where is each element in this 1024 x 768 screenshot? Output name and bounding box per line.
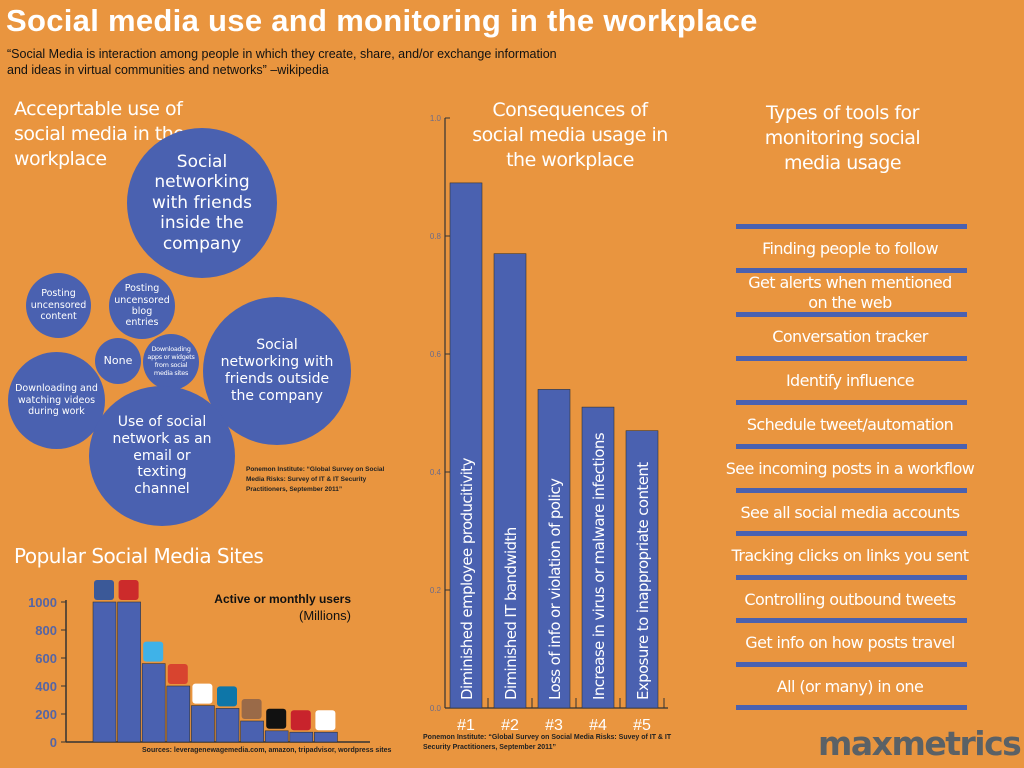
y-tick-label: 1.0 xyxy=(430,114,442,123)
y-tick-label: 0.8 xyxy=(430,232,442,241)
y-tick-label: 600 xyxy=(35,651,57,666)
bar-tripadvisor xyxy=(191,705,215,743)
pinterest-icon xyxy=(290,710,311,731)
x-category-label: #4 xyxy=(589,717,607,734)
popular-sites-heading: Popular Social Media Sites xyxy=(14,544,264,568)
google-plus-icon xyxy=(167,664,188,684)
tool-divider xyxy=(736,705,967,710)
bar-facebook xyxy=(92,601,117,743)
tool-item: Identify influence xyxy=(785,371,915,390)
wikipedia-quote: “Social Media is interaction among peopl… xyxy=(7,47,557,77)
tools-heading: Types of tools for monitoring social med… xyxy=(764,102,921,174)
tool-item: See incoming posts in a workflow xyxy=(725,459,975,478)
bar-label: Loss of info or violation of policy xyxy=(546,478,564,700)
bubble-email-texting: Use of social network as an email or tex… xyxy=(89,386,235,526)
tool-item: Tracking clicks on links you sent xyxy=(731,546,969,565)
bar-google-plus xyxy=(166,685,191,743)
tool-divider xyxy=(736,268,967,273)
y-tick-label: 800 xyxy=(35,623,57,638)
tool-divider xyxy=(736,662,967,667)
wordpress-icon xyxy=(315,710,336,731)
tool-item: Controlling outbound tweets xyxy=(744,589,956,609)
x-category-label: #1 xyxy=(457,717,475,734)
tool-divider xyxy=(736,531,967,536)
bar-amazon xyxy=(264,730,289,743)
bubble-blog-entries: Posting uncensored blog entries xyxy=(109,273,175,339)
acceptable-use-source: Ponemon Institute: “Global Survey on Soc… xyxy=(246,466,385,493)
bar-pinterest xyxy=(289,731,314,743)
bubble-friends-outside: Social networking with friends outside t… xyxy=(203,297,351,445)
tool-item: Finding people to follow xyxy=(762,239,938,258)
tool-item: See all social media accounts xyxy=(740,502,960,522)
y-tick-label: 0 xyxy=(50,735,57,750)
x-category-label: #2 xyxy=(501,717,519,734)
popular-sites-source: Sources: leveragenewagemedia.com, amazon… xyxy=(142,747,392,754)
linkedin-icon xyxy=(217,686,237,707)
bar-twitter xyxy=(141,663,166,743)
tool-divider xyxy=(736,444,967,449)
tool-item: All (or many) in one xyxy=(776,676,924,696)
users-unit: (Millions) xyxy=(299,608,351,623)
instagram-icon xyxy=(241,699,262,719)
page-title: Social media use and monitoring in the w… xyxy=(6,3,758,38)
consequences-heading: Consequences of social media usage in th… xyxy=(472,99,668,171)
bubble-none: None xyxy=(95,338,141,384)
bar-label: Diminished IT bandwidth xyxy=(502,527,520,700)
bar-2 xyxy=(493,253,527,709)
x-category-label: #5 xyxy=(633,717,651,734)
y-tick-label: 0.2 xyxy=(430,586,442,595)
y-tick-label: 1000 xyxy=(28,595,57,610)
y-tick-label: 0.4 xyxy=(430,468,442,477)
users-annotation: Active or monthly users xyxy=(214,592,351,606)
x-category-label: #3 xyxy=(545,717,563,734)
tool-item: Get info on how posts travel xyxy=(745,633,955,652)
maxmetrics-logo: maxmetrics xyxy=(818,724,1022,763)
consequences-chart: 0.0 0.2 0.4 0.6 0.8 1.0 Diminished employee pr… xyxy=(430,114,668,734)
tool-divider xyxy=(736,575,967,580)
tool-item: Schedule tweet/automation xyxy=(746,415,954,434)
bar-instagram xyxy=(240,720,264,743)
bar-linkedin xyxy=(215,708,240,743)
tool-divider xyxy=(736,356,967,361)
tool-divider xyxy=(736,400,967,405)
facebook-icon xyxy=(94,580,114,600)
twitter-icon xyxy=(143,641,164,662)
tripadvisor-icon xyxy=(192,683,213,704)
tool-item: Conversation tracker xyxy=(772,327,928,346)
bar-label: Exposure to inappropriate content xyxy=(634,462,652,700)
bubble-friends-inside: Social networking with friends inside th… xyxy=(127,128,277,278)
bar-3 xyxy=(537,389,571,709)
acceptable-use-heading: Acceprtable use of social media in the w… xyxy=(14,98,185,170)
bar-youtube xyxy=(117,601,141,743)
bubble-uncensored-content: Posting uncensored content xyxy=(26,273,91,338)
tool-item: Get alerts when mentioned on the web xyxy=(748,272,952,312)
y-tick-label: 0.6 xyxy=(430,350,442,359)
bar-5 xyxy=(625,430,659,709)
consequences-source: Ponemon Institute: “Global Survey on Soc… xyxy=(423,734,672,751)
tool-divider xyxy=(736,618,967,623)
youtube-icon xyxy=(118,580,139,600)
y-tick-label: 200 xyxy=(35,707,57,722)
y-tick-label: 400 xyxy=(35,679,57,694)
bar-1 xyxy=(449,182,483,709)
popular-sites-chart: 0 200 400 600 800 1000 xyxy=(28,580,370,750)
bubble-watching-videos: Downloading and watching videos during w… xyxy=(8,352,105,449)
bar-4 xyxy=(581,406,615,709)
bar-wordpress xyxy=(314,731,338,743)
tool-divider xyxy=(736,224,967,229)
tool-divider xyxy=(736,312,967,317)
bubble-downloading-apps: Downloading apps or widgets from social … xyxy=(143,334,199,390)
y-tick-label: 0.0 xyxy=(430,704,442,713)
bar-label: Diminished employee producitivity xyxy=(458,457,476,700)
amazon-icon xyxy=(266,708,287,729)
bar-label: Increase in virus or malware infections xyxy=(590,432,608,700)
tool-divider xyxy=(736,488,967,493)
